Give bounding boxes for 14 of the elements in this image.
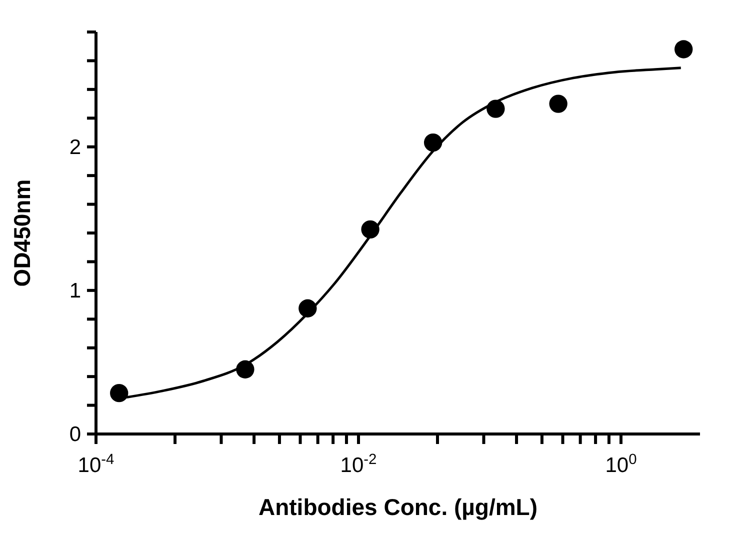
point xyxy=(298,299,317,318)
x-tick-label: 10$^{-2}$ xyxy=(340,452,377,477)
point xyxy=(361,220,380,238)
point xyxy=(236,360,254,378)
point xyxy=(486,100,505,118)
x-tick-label: 10$^{-4}$ xyxy=(78,452,114,477)
point xyxy=(424,133,442,152)
point xyxy=(549,94,568,113)
y-tick-label: 0 xyxy=(69,423,81,446)
y-tick-label: 1 xyxy=(69,279,81,302)
x-tick-label: 10$^{0}$ xyxy=(605,452,637,477)
y-axis-title: OD450nm xyxy=(9,179,35,287)
y-tick-label: 2 xyxy=(69,136,81,159)
x-axis-title: Antibodies Conc. (µg/mL) xyxy=(258,494,538,520)
